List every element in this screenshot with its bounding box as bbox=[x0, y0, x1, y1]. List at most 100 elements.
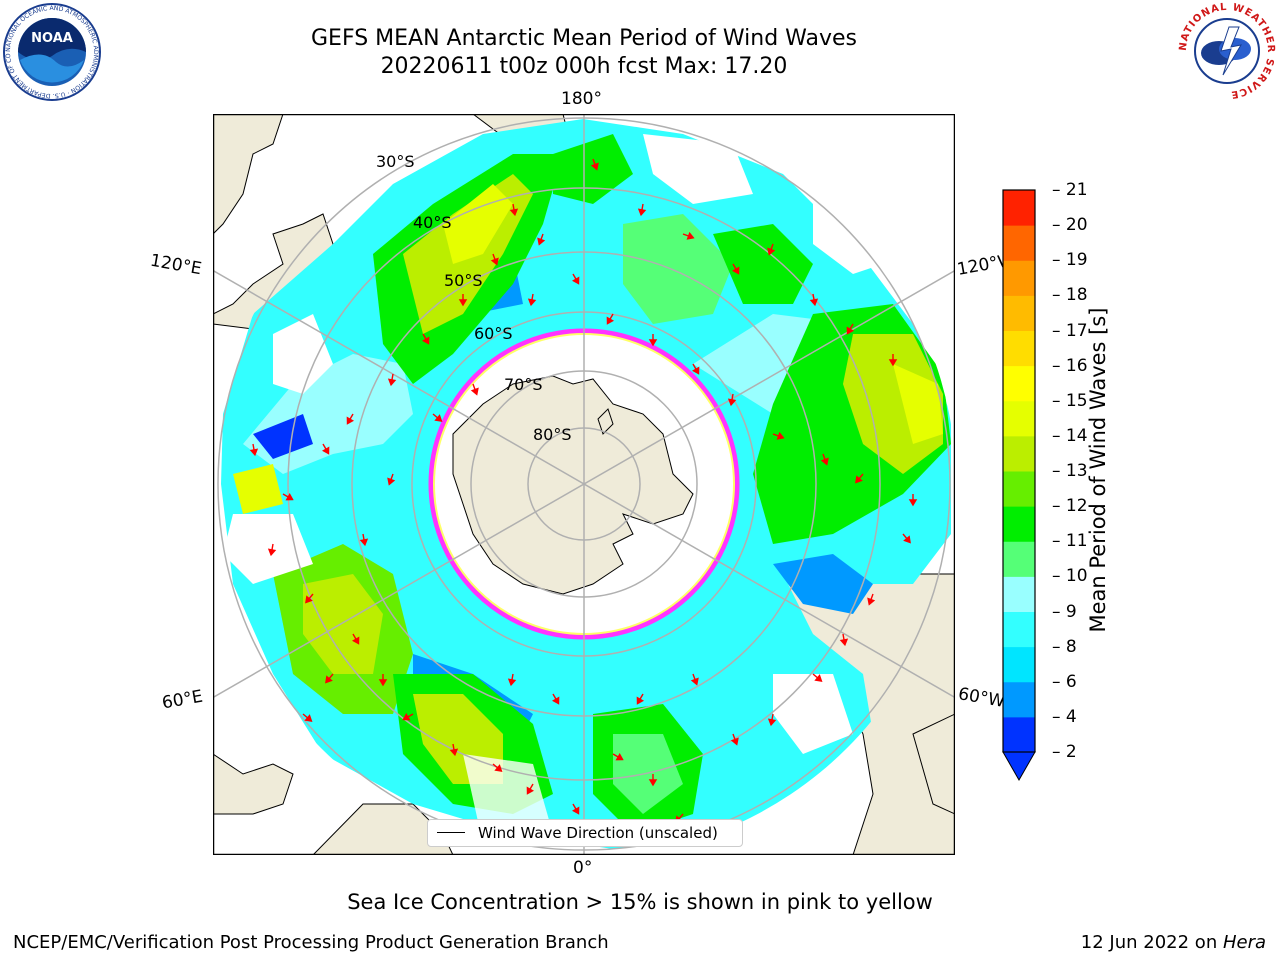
wind-arrow-head bbox=[434, 414, 443, 422]
wind-arrow-head bbox=[325, 675, 333, 684]
lat-label-70s: 70°S bbox=[504, 375, 543, 394]
wind-arrow-head bbox=[387, 477, 396, 486]
wind-arrow-head bbox=[494, 764, 503, 772]
wind-arrow-head bbox=[636, 696, 645, 705]
wind-arrow-head bbox=[387, 378, 397, 387]
lat-label-30s: 30°S bbox=[376, 152, 415, 171]
colorbar-segment bbox=[1003, 576, 1035, 612]
map-subtitle: 20220611 t00z 000h fcst Max: 17.20 bbox=[380, 54, 788, 79]
wind-arrow-head bbox=[867, 597, 876, 606]
map-frame bbox=[213, 114, 955, 855]
lat-label-60s: 60°S bbox=[474, 324, 513, 343]
wind-arrow-head bbox=[637, 208, 647, 217]
wind-arrow-head bbox=[888, 359, 898, 367]
colorbar-tick-label: – 13 bbox=[1052, 461, 1088, 481]
colorbar-segment bbox=[1003, 190, 1035, 226]
wind-arrow-head bbox=[470, 387, 479, 396]
colorbar-segment bbox=[1003, 225, 1035, 261]
colorbar-segment bbox=[1003, 506, 1035, 542]
colorbar-tick-label: – 4 bbox=[1052, 706, 1077, 727]
wind-arrow-head bbox=[820, 457, 829, 466]
colorbar-label: Mean Period of Wind Waves [s] bbox=[1086, 307, 1110, 633]
wind-arrow-head bbox=[507, 678, 517, 687]
footer-date: 12 Jun 2022 on Hera bbox=[1081, 932, 1266, 953]
wind-arrow-head bbox=[526, 786, 535, 795]
colorbar-segment bbox=[1003, 716, 1035, 753]
wind-arrow-head bbox=[490, 257, 499, 266]
wind-arrow-head bbox=[809, 298, 819, 307]
noaa-logo: NATIONAL OCEANIC AND ATMOSPHERIC ADMINIS… bbox=[2, 2, 101, 101]
wind-arrow-head bbox=[767, 247, 776, 256]
colorbar-tick-label: – 2 bbox=[1052, 742, 1077, 762]
wind-arrow-head bbox=[731, 266, 740, 275]
colorbar-tick-label: – 6 bbox=[1052, 671, 1077, 692]
colorbar-segment bbox=[1003, 681, 1035, 718]
legend-label: Wind Wave Direction (unscaled) bbox=[478, 824, 718, 842]
wind-arrow-head bbox=[249, 448, 259, 457]
wind-arrow-head bbox=[458, 299, 468, 307]
lon-label-60e: 60°E bbox=[160, 686, 205, 714]
lon-label-0: 0° bbox=[573, 858, 593, 878]
wind-arrow-head bbox=[814, 674, 823, 682]
wind-arrow-head bbox=[691, 366, 700, 375]
colorbar-segment bbox=[1003, 260, 1035, 296]
wind-arrow-head bbox=[686, 231, 695, 240]
colorbar bbox=[1002, 189, 1036, 782]
wind-arrow-head bbox=[855, 475, 863, 484]
graticule bbox=[213, 114, 955, 855]
wind-arrow-head bbox=[606, 316, 615, 325]
colorbar-segment bbox=[1003, 646, 1035, 683]
wind-arrow-head bbox=[321, 446, 330, 455]
colorbar-tick-label: – 19 bbox=[1052, 250, 1088, 271]
wind-arrow-head bbox=[648, 339, 658, 347]
colorbar-tick-label: – 10 bbox=[1052, 566, 1088, 587]
colorbar-segment bbox=[1003, 330, 1035, 367]
wind-arrow-head bbox=[727, 398, 737, 407]
wind-arrow-head bbox=[776, 431, 785, 440]
lat-label-50s: 50°S bbox=[444, 271, 483, 290]
wind-arrow-head bbox=[571, 806, 580, 815]
footer-date-text: 12 Jun 2022 on bbox=[1080, 932, 1223, 953]
lon-label-180: 180° bbox=[561, 89, 602, 109]
lon-label-60w: 60°W bbox=[956, 684, 1007, 712]
colorbar-segment bbox=[1003, 435, 1035, 472]
lon-label-120e: 120°E bbox=[148, 250, 204, 280]
footer-credit: NCEP/EMC/Verification Post Processing Pr… bbox=[13, 932, 609, 953]
colorbar-tick-label: – 8 bbox=[1052, 636, 1077, 657]
colorbar-segment bbox=[1003, 400, 1035, 437]
footer-host: Hera bbox=[1222, 932, 1266, 953]
wind-arrow-head bbox=[846, 326, 855, 335]
colorbar-tick-label: – 16 bbox=[1052, 355, 1088, 376]
wind-arrow-head bbox=[402, 712, 411, 721]
lat-label-40s: 40°S bbox=[413, 213, 452, 232]
colorbar-tick-label: – 9 bbox=[1052, 601, 1077, 622]
wind-arrow-head bbox=[421, 336, 430, 345]
wind-arrow-head bbox=[730, 737, 739, 746]
wind-arrow-head bbox=[346, 416, 355, 425]
wind-arrow-head bbox=[615, 752, 624, 761]
wind-arrow-head bbox=[908, 499, 918, 507]
wind-arrow-head bbox=[449, 748, 459, 757]
colorbar-tick-label: – 21 bbox=[1052, 180, 1088, 200]
wind-arrow-head bbox=[839, 638, 849, 647]
wind-arrow-head bbox=[285, 492, 294, 501]
colorbar-segment bbox=[1003, 471, 1035, 507]
wind-arrow-head bbox=[304, 714, 313, 722]
wind-arrow-head bbox=[378, 679, 388, 687]
wind-arrow-head bbox=[648, 779, 658, 787]
wind-arrow-head bbox=[690, 677, 699, 686]
colorbar-tick-label: – 12 bbox=[1052, 496, 1088, 517]
wind-arrow-head bbox=[551, 696, 560, 705]
sea-ice-caption: Sea Ice Concentration > 15% is shown in … bbox=[347, 890, 933, 914]
colorbar-tick-label: – 14 bbox=[1052, 425, 1088, 446]
colorbar-tick-label: – 17 bbox=[1052, 320, 1088, 341]
lat-label-80s: 80°S bbox=[533, 425, 572, 444]
wind-arrows bbox=[249, 158, 918, 824]
wind-arrow-head bbox=[527, 298, 537, 307]
wind-arrow-head bbox=[305, 595, 313, 604]
colorbar-tick-label: – 20 bbox=[1052, 215, 1088, 236]
colorbar-tick-label: – 18 bbox=[1052, 285, 1088, 306]
colorbar-segment bbox=[1003, 295, 1035, 331]
wind-arrow-head bbox=[590, 162, 599, 171]
colorbar-segment bbox=[1003, 611, 1035, 648]
